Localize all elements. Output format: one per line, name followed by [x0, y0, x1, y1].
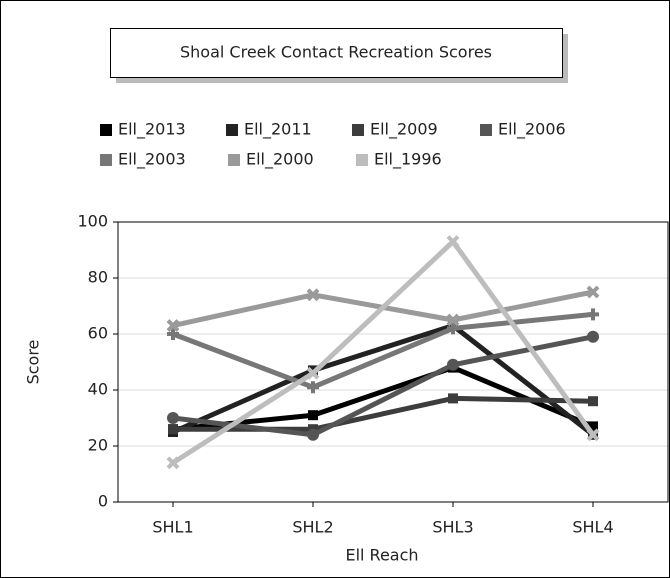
legend-swatch: [480, 124, 492, 136]
point: [167, 328, 179, 340]
point: [168, 424, 178, 435]
y-tick-label: 80: [88, 268, 108, 287]
point: [588, 396, 598, 407]
point: [447, 358, 459, 371]
point: [306, 288, 320, 302]
point: [308, 410, 318, 421]
legend-label: Ell_1996: [374, 150, 442, 170]
y-tick-label: 0: [98, 492, 108, 511]
point: [166, 456, 180, 470]
point: [586, 428, 600, 442]
legend-swatch: [100, 154, 112, 166]
legend-label: Ell_2003: [118, 150, 186, 170]
y-tick-label: 100: [77, 212, 108, 231]
x-tick-label: SHL3: [432, 518, 473, 537]
point: [446, 235, 460, 249]
point: [167, 412, 179, 424]
y-tick-label: 40: [88, 380, 108, 399]
series-line: [172, 334, 594, 438]
series-line: [171, 323, 595, 437]
y-tick-label: 20: [88, 436, 108, 455]
x-tick-label: SHL4: [572, 518, 613, 537]
point: [307, 428, 319, 441]
legend-label: Ell_2009: [370, 120, 438, 140]
series-line: [172, 311, 594, 390]
chart-title: Shoal Creek Contact Recreation Scores: [180, 43, 492, 62]
legend-swatch: [228, 154, 240, 166]
legend-swatch: [352, 124, 364, 136]
plot-frame: [117, 221, 669, 503]
legend-swatch: [226, 124, 238, 136]
series-line: [173, 395, 594, 432]
legend-label: Ell_2011: [244, 120, 312, 140]
y-tick-label: 60: [88, 324, 108, 343]
point: [307, 381, 319, 394]
legend-label: Ell_2000: [246, 150, 314, 170]
series-line: [172, 365, 594, 432]
y-axis-label: Score: [24, 340, 43, 385]
x-axis-label: Ell Reach: [345, 546, 418, 565]
point: [586, 285, 600, 299]
point: [306, 366, 320, 380]
legend-label: Ell_2013: [118, 120, 186, 140]
legend-label: Ell_2006: [498, 120, 566, 140]
point: [448, 393, 458, 404]
point: [587, 330, 599, 343]
point: [166, 319, 180, 333]
point: [588, 421, 598, 432]
point: [587, 308, 599, 321]
series-line: [171, 239, 596, 465]
title-box: [110, 28, 563, 78]
legend-swatch: [100, 124, 112, 136]
point: [447, 322, 459, 335]
x-tick-label: SHL2: [292, 518, 333, 537]
point: [446, 313, 460, 327]
x-tick-label: SHL1: [152, 518, 193, 537]
legend-swatch: [356, 154, 368, 166]
